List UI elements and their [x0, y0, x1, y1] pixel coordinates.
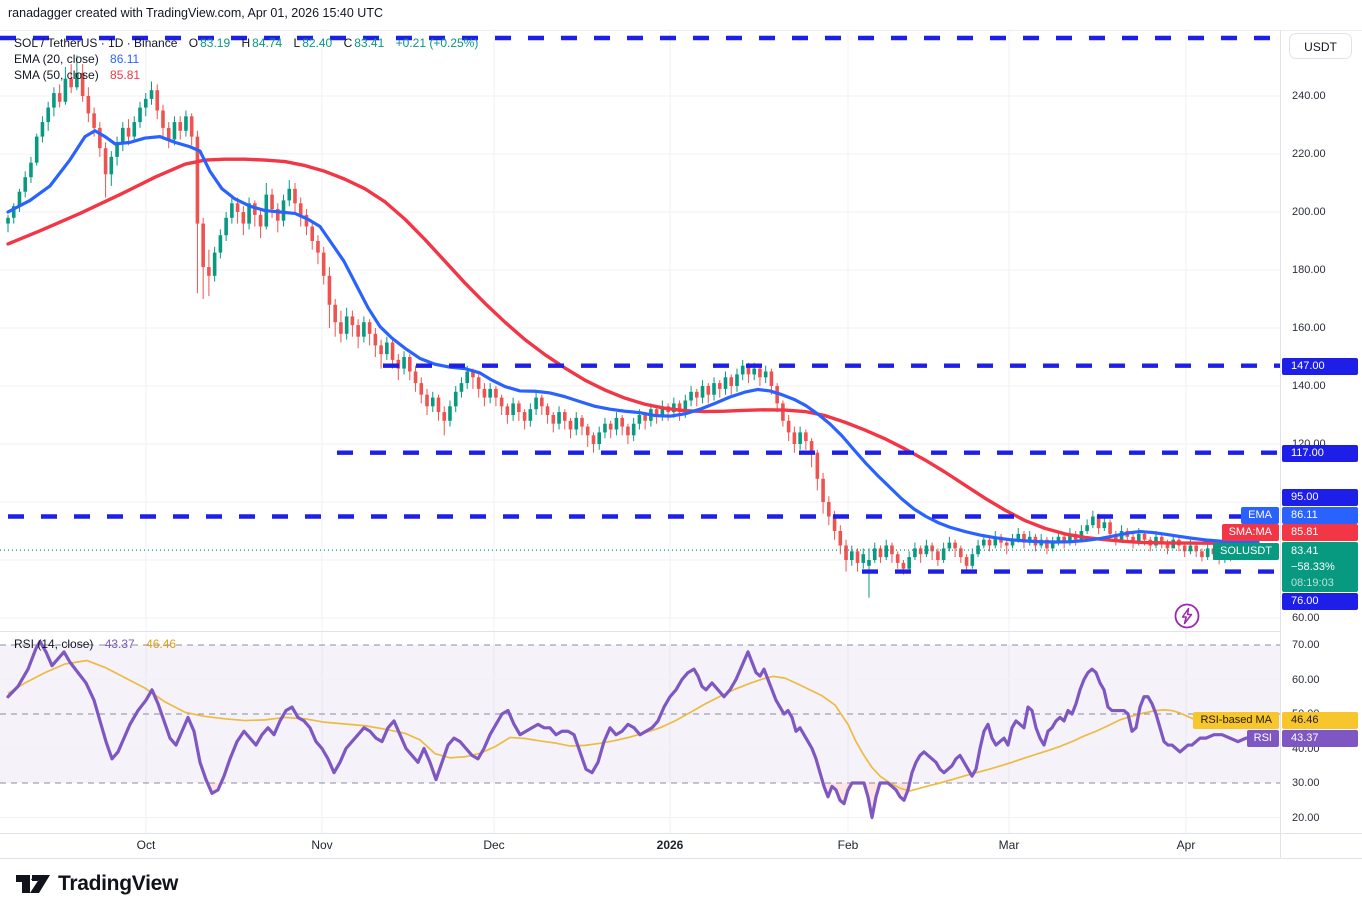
price-badge-95.00: 95.00: [1282, 488, 1358, 506]
ohlc-close-label: C: [343, 36, 353, 50]
ohlc-low-value: 82.40: [302, 36, 333, 50]
rsi-tick-30.00: 30.00: [1292, 777, 1320, 789]
price-tick-180.00: 180.00: [1292, 264, 1326, 276]
rsi-legend[interactable]: RSI (14, close) 43.37 46.46: [14, 637, 176, 651]
rsi-tick-60.00: 60.00: [1292, 673, 1320, 686]
ema-legend-row[interactable]: EMA (20, close) 86.11: [14, 51, 478, 67]
series-label-solusdt: SOLUSDT: [1213, 542, 1279, 560]
time-axis[interactable]: [0, 833, 1280, 858]
panel-separator: [0, 858, 1362, 859]
ema-label: EMA (20, close): [14, 52, 99, 66]
rsi-value: 43.37: [104, 637, 135, 651]
price-badge-147.00: 147.00: [1282, 357, 1358, 375]
attribution-text: ranadagger created with TradingView.com,…: [8, 6, 383, 20]
symbol-row: SOL / TetherUS · 1D · Binance O 83.19 H 84…: [14, 35, 478, 51]
panel-separator: [0, 30, 1362, 31]
time-label-dec: Dec: [483, 838, 505, 852]
rsi-line: [6, 639, 1256, 820]
main-panel: [0, 35, 1280, 619]
bar-countdown: 08:19:03: [1291, 577, 1334, 589]
time-label-mar: Mar: [998, 838, 1020, 852]
ema20-line: [6, 129, 1260, 544]
series-label-sma-ma: SMA:MA: [1221, 523, 1279, 541]
tradingview-logo-mark: [16, 875, 50, 893]
symbol-price-badge: 83.41 −58.33% 08:19:03: [1282, 542, 1358, 592]
axis-separator: [1280, 30, 1281, 858]
price-tick-140.00: 140.00: [1292, 380, 1326, 392]
sma-label: SMA (50, close): [14, 68, 99, 82]
price-tick-200.00: 200.00: [1292, 206, 1326, 218]
rsi-axis-badge-46.46: 46.46: [1282, 711, 1358, 729]
rsi-panel: [0, 639, 1280, 820]
time-label-2026: 2026: [656, 838, 684, 852]
ohlc-close-value: 83.41: [354, 36, 385, 50]
panel-separator: [0, 833, 1362, 834]
flash-icon[interactable]: [1173, 602, 1201, 630]
price-tick-160.00: 160.00: [1292, 322, 1326, 334]
main-legend: SOL / TetherUS · 1D · Binance O 83.19 H 84…: [14, 35, 478, 83]
symbol-title: SOL / TetherUS · 1D · Binance: [14, 36, 178, 50]
change-value: +0.21 (+0.25%): [395, 36, 479, 50]
rsi-tick-70.00: 70.00: [1292, 639, 1320, 651]
panel-separator: [0, 631, 1281, 632]
price-badge-117.00: 117.00: [1282, 444, 1358, 462]
time-label-apr: Apr: [1176, 838, 1196, 852]
price-tick-240.00: 240.00: [1292, 90, 1326, 102]
currency-toggle-button[interactable]: USDT: [1289, 33, 1352, 59]
sma-value: 85.81: [110, 68, 141, 82]
price-badge-85.81: 85.81: [1282, 523, 1358, 541]
rsi-ma-value: 46.46: [146, 637, 177, 651]
price-badge-76.00: 76.00: [1282, 592, 1358, 610]
tradingview-logo-text: TradingView: [58, 872, 179, 895]
ema-value: 86.11: [110, 52, 140, 66]
ohlc-open-label: O: [188, 36, 199, 50]
time-label-nov: Nov: [311, 838, 333, 852]
time-label-feb: Feb: [837, 838, 859, 852]
rsi-axis-badge-43.37: 43.37: [1282, 729, 1358, 747]
ohlc-low-label: L: [293, 36, 301, 50]
price-badge-86.11: 86.11: [1282, 506, 1358, 524]
ohlc-open-value: 83.19: [200, 36, 231, 50]
series-label-rsi: RSI: [1246, 729, 1279, 747]
rsi-tick-20.00: 20.00: [1292, 811, 1320, 824]
last-price: 83.41: [1291, 545, 1319, 557]
series-label-ema: EMA: [1241, 506, 1279, 524]
ohlc-high-value: 84.74: [252, 36, 283, 50]
price-tick-220.00: 220.00: [1292, 148, 1326, 160]
rsi-label: RSI (14, close): [14, 637, 94, 651]
change-percent: −58.33%: [1291, 561, 1335, 573]
time-label-oct: Oct: [136, 838, 156, 852]
tradingview-logo[interactable]: TradingView: [16, 872, 178, 896]
sma50-line: [6, 157, 1260, 545]
series-label-rsi-based-ma: RSI-based MA: [1193, 711, 1279, 729]
sma-legend-row[interactable]: SMA (50, close) 85.81: [14, 67, 478, 83]
ohlc-high-label: H: [241, 36, 251, 50]
price-tick-60.00: 60.00: [1292, 612, 1320, 624]
